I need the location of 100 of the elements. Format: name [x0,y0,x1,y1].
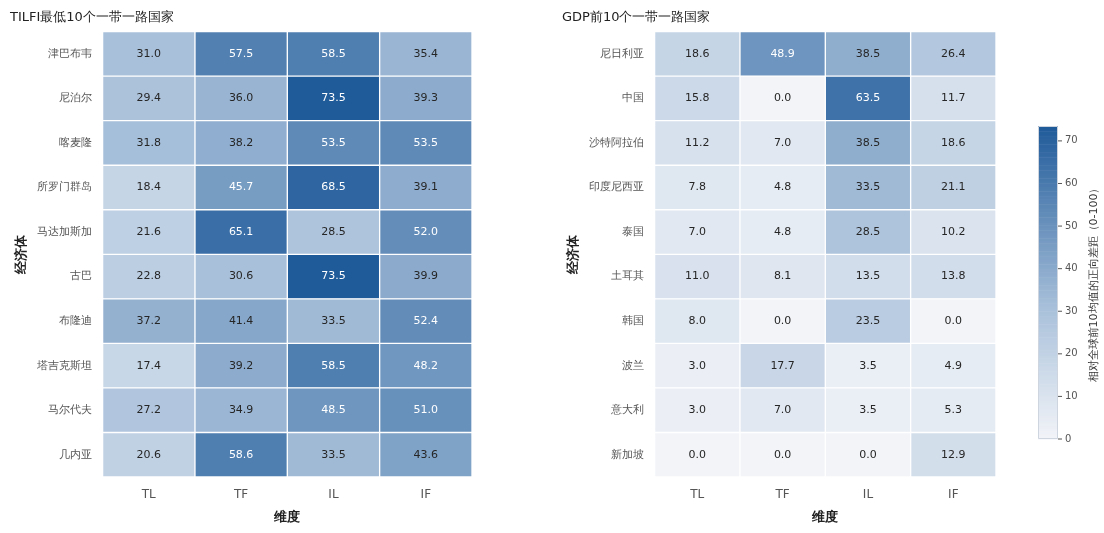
data-label: 58.5 [321,358,346,372]
data-label: 22.8 [136,269,162,283]
color-bar-label: 70 [1065,134,1078,146]
data-label: 52.4 [413,313,439,327]
data-label: 18.6 [941,135,966,149]
chart-title: TILFI最低10个一带一路国家 [9,9,174,25]
data-label: 73.5 [321,91,346,105]
data-label: 34.9 [228,403,254,417]
x-tick-label: TF [774,487,790,502]
data-label: 0.0 [688,447,707,461]
data-label: 45.7 [228,180,254,194]
data-label: 63.5 [855,91,881,105]
data-label: 18.4 [136,180,162,194]
data-label: 0.0 [773,447,792,461]
y-axis-title: 经济体 [13,233,29,275]
y-tick-label: 新加坡 [610,447,644,461]
data-label: 43.6 [413,447,439,461]
data-label: 0.0 [859,447,877,461]
data-label: 17.4 [136,358,162,372]
data-label: 31.8 [136,135,162,149]
data-label: 30.6 [228,269,254,283]
y-tick-label: 印度尼西亚 [588,180,644,194]
color-bar-label: 20 [1065,347,1078,359]
data-label: 18.6 [685,46,710,60]
y-tick-label: 喀麦隆 [58,135,92,149]
y-tick-label: 津巴布韦 [47,46,92,60]
data-label: 7.0 [688,224,707,238]
data-label: 53.5 [413,135,439,149]
color-bar-label: 10 [1065,390,1078,402]
chart-title: GDP前10个一带一路国家 [562,9,711,25]
data-label: 3.0 [688,403,707,417]
y-tick-label: 韩国 [621,313,644,327]
data-label: 39.2 [228,358,254,372]
color-bar-label: 50 [1065,219,1078,231]
data-label: 8.1 [773,269,792,283]
data-label: 20.6 [136,447,162,461]
data-label: 51.0 [413,403,439,417]
y-tick-label: 几内亚 [58,447,92,461]
data-label: 35.4 [413,46,439,60]
y-tick-label: 尼日利亚 [599,46,644,60]
data-label: 4.9 [944,358,963,372]
data-label: 36.0 [228,91,254,105]
y-tick-label: 中国 [621,91,644,105]
data-label: 38.2 [228,135,254,149]
data-label: 39.3 [413,91,439,105]
y-tick-label: 土耳其 [610,269,644,283]
data-label: 4.8 [773,224,792,238]
data-label: 52.0 [413,224,439,238]
data-label: 11.2 [685,135,710,149]
data-label: 5.3 [944,403,963,417]
x-tick-label: IL [862,487,874,502]
x-axis-title: 维度 [811,508,839,524]
x-tick-label: IL [328,487,339,502]
data-label: 57.5 [228,46,254,60]
color-bar-title: 相对全球前10均值的正向差距（0-100） [1086,182,1100,383]
data-label: 33.5 [321,313,346,327]
data-label: 7.0 [773,403,792,417]
color-bar-label: 60 [1065,177,1078,189]
data-label: 37.2 [136,313,162,327]
data-label: 26.4 [941,46,966,60]
y-tick-label: 尼泊尔 [58,91,92,105]
data-label: 65.1 [228,224,254,238]
data-label: 53.5 [321,135,346,149]
data-label: 38.5 [855,135,881,149]
data-label: 4.8 [773,180,792,194]
data-label: 13.8 [941,269,966,283]
data-label: 11.0 [685,269,710,283]
color-bar-label: 30 [1065,304,1078,316]
data-label: 3.0 [688,358,707,372]
x-tick-label: TL [140,487,157,502]
data-label: 48.5 [321,403,346,417]
data-label: 10.2 [941,224,966,238]
data-label: 21.6 [136,224,162,238]
data-label: 33.5 [321,447,346,461]
data-label: 58.6 [228,447,254,461]
color-bar-label: 0 [1065,432,1072,444]
data-label: 27.2 [136,403,162,417]
data-label: 0.0 [773,313,792,327]
y-tick-label: 所罗门群岛 [36,180,92,194]
data-label: 0.0 [944,313,963,327]
data-label: 29.4 [136,91,162,105]
data-label: 28.5 [321,224,346,238]
x-tick-label: TL [689,487,705,502]
data-label: 41.4 [228,313,254,327]
data-label: 48.2 [413,358,439,372]
color-bar-label: 40 [1065,262,1078,274]
y-tick-label: 布隆迪 [58,313,92,327]
x-tick-label: IF [420,487,432,502]
data-label: 12.9 [941,447,966,461]
data-label: 39.1 [413,180,439,194]
data-label: 68.5 [321,180,346,194]
x-axis-title: 维度 [273,508,301,524]
y-tick-label: 沙特阿拉伯 [588,135,644,149]
data-label: 33.5 [855,180,881,194]
y-tick-label: 马达加斯加 [36,224,92,238]
data-label: 7.0 [773,135,792,149]
y-tick-label: 意大利 [609,403,644,417]
y-tick-label: 马尔代夫 [47,403,92,417]
data-label: 17.7 [770,358,795,372]
data-label: 31.0 [136,46,162,60]
